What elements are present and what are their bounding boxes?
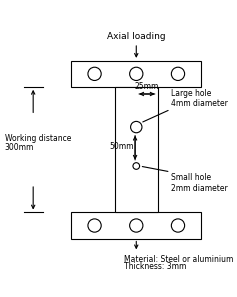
Text: Large hole
4mm diameter: Large hole 4mm diameter — [171, 89, 228, 108]
Circle shape — [88, 219, 101, 232]
Circle shape — [171, 67, 185, 80]
Text: 50mm: 50mm — [109, 142, 134, 151]
Text: 25mm: 25mm — [135, 82, 159, 91]
Circle shape — [88, 67, 101, 80]
Text: Small hole
2mm diameter: Small hole 2mm diameter — [171, 173, 227, 192]
Circle shape — [171, 219, 185, 232]
Circle shape — [130, 67, 143, 80]
Bar — [115, 87, 158, 212]
Text: Thickness: 3mm: Thickness: 3mm — [124, 262, 187, 271]
Circle shape — [130, 219, 143, 232]
Bar — [71, 212, 201, 238]
Text: 300mm: 300mm — [5, 143, 34, 152]
Text: Axial loading: Axial loading — [107, 32, 166, 41]
Text: Material: Steel or aluminium: Material: Steel or aluminium — [124, 255, 234, 264]
Text: Working distance: Working distance — [5, 134, 71, 143]
Circle shape — [133, 163, 140, 169]
Circle shape — [131, 121, 142, 133]
Bar — [71, 61, 201, 87]
